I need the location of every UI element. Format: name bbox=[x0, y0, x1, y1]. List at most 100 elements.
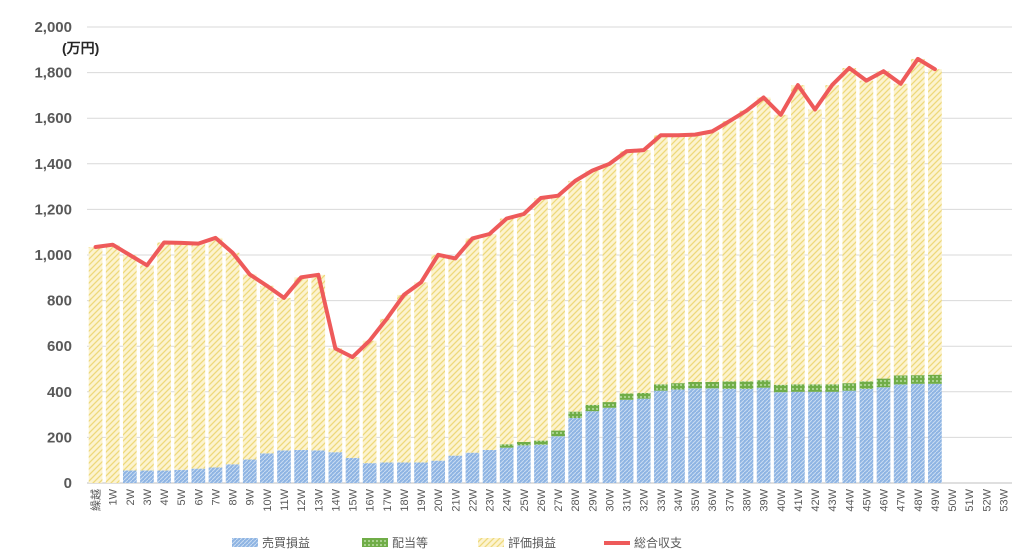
bar-evaluation bbox=[345, 357, 360, 458]
x-tick-label: 23W bbox=[485, 488, 497, 511]
y-tick-label: 1,800 bbox=[34, 65, 72, 82]
bar-dividend bbox=[722, 381, 737, 389]
x-tick-label: 15W bbox=[348, 488, 360, 511]
bar-trade bbox=[705, 388, 720, 483]
x-tick-label: 20W bbox=[433, 488, 445, 511]
bar-evaluation bbox=[773, 114, 788, 385]
bar-trade bbox=[294, 449, 308, 483]
bar-trade bbox=[277, 450, 291, 483]
bar-dividend bbox=[825, 384, 839, 392]
bar-dividend bbox=[773, 384, 788, 393]
bar-trade bbox=[876, 387, 891, 483]
x-axis: 繰越 1W 2W 3W 4W 5W 6W 7W 8W 9W 10W 11W 12W 13W 14W 15W 16… bbox=[89, 488, 1011, 511]
y-tick-label: 1,200 bbox=[34, 201, 72, 218]
bar-trade bbox=[551, 436, 565, 483]
bar-evaluation bbox=[791, 85, 805, 385]
bar-evaluation bbox=[928, 69, 942, 375]
x-tick-label: 19W bbox=[416, 488, 428, 511]
legend-label-trade: 売買損益 bbox=[262, 535, 310, 550]
bar-evaluation bbox=[414, 282, 428, 463]
x-tick-label: 45W bbox=[861, 488, 873, 511]
bar-evaluation bbox=[705, 131, 720, 382]
y-tick-label: 200 bbox=[47, 429, 72, 446]
bar-evaluation bbox=[122, 255, 137, 471]
x-tick-label: 38W bbox=[741, 488, 753, 511]
bar-evaluation bbox=[88, 247, 103, 483]
bar-dividend bbox=[688, 381, 702, 389]
x-tick-label: 21W bbox=[450, 488, 462, 511]
bar-dividend bbox=[739, 381, 754, 389]
bar-evaluation bbox=[208, 237, 223, 468]
bar-evaluation bbox=[431, 254, 446, 461]
legend: 売買損益 配当等 評価損益 総合収支 bbox=[232, 535, 682, 550]
x-tick-label: 7W bbox=[210, 488, 222, 505]
bar-trade bbox=[636, 398, 651, 483]
bar-evaluation bbox=[482, 234, 497, 450]
bar-trade bbox=[328, 452, 343, 483]
y-tick-label: 0 bbox=[64, 475, 72, 492]
bar-evaluation bbox=[362, 340, 377, 464]
bar-trade bbox=[465, 452, 480, 483]
bar-dividend bbox=[808, 384, 822, 392]
bar-evaluation bbox=[534, 198, 548, 441]
bar-trade bbox=[140, 470, 154, 483]
y-tick-label: 2,000 bbox=[34, 19, 72, 36]
x-tick-label: 4W bbox=[159, 488, 171, 505]
bar-evaluation bbox=[311, 274, 326, 451]
bar-trade bbox=[739, 388, 754, 483]
x-tick-label: 43W bbox=[827, 488, 839, 511]
bar-evaluation bbox=[277, 297, 291, 451]
bar-trade bbox=[756, 387, 771, 483]
bar-trade bbox=[671, 389, 685, 483]
legend-swatch-evaluation bbox=[478, 538, 504, 547]
x-tick-label: 33W bbox=[656, 488, 668, 511]
bar-trade bbox=[260, 453, 274, 483]
bar-dividend bbox=[619, 393, 634, 400]
x-tick-label: 46W bbox=[879, 488, 891, 511]
bar-evaluation bbox=[602, 163, 617, 403]
legend-swatch-dividend bbox=[362, 538, 388, 547]
bar-trade bbox=[157, 470, 171, 483]
bar-dividend bbox=[602, 402, 617, 408]
bar-evaluation bbox=[619, 151, 634, 394]
bar-dividend bbox=[791, 384, 805, 392]
legend-label-dividend: 配当等 bbox=[392, 536, 428, 550]
bar-trade bbox=[431, 460, 446, 483]
legend-label-evaluation: 評価損益 bbox=[508, 535, 556, 550]
bar-trade bbox=[122, 470, 137, 483]
bar-trade bbox=[174, 469, 189, 483]
bar-trade bbox=[534, 444, 548, 483]
x-tick-label: 13W bbox=[313, 488, 325, 511]
bar-dividend bbox=[551, 430, 565, 437]
bar-dividend bbox=[653, 384, 668, 391]
bar-trade bbox=[362, 463, 377, 483]
bar-trade bbox=[619, 399, 634, 483]
bar-dividend bbox=[756, 380, 771, 388]
bar-evaluation bbox=[756, 97, 771, 381]
bar-trade bbox=[397, 462, 411, 483]
bar-evaluation bbox=[225, 252, 240, 465]
bars-group bbox=[88, 58, 942, 483]
bar-trade bbox=[825, 391, 839, 483]
x-tick-label: 36W bbox=[707, 488, 719, 511]
bar-evaluation bbox=[876, 71, 891, 379]
x-tick-label: 繰越 bbox=[89, 489, 103, 511]
bar-trade bbox=[568, 418, 583, 483]
x-tick-label: 27W bbox=[553, 488, 565, 511]
x-tick-label: 31W bbox=[622, 488, 634, 511]
bar-trade bbox=[499, 447, 514, 483]
bar-evaluation bbox=[174, 242, 189, 470]
y-axis: 0 200 400 600 800 1,000 1,200 1,400 1,600 1,800 2,… bbox=[34, 19, 72, 492]
bar-trade bbox=[808, 391, 822, 483]
x-tick-label: 29W bbox=[587, 488, 599, 511]
x-tick-label: 9W bbox=[245, 488, 257, 505]
bar-evaluation bbox=[465, 238, 480, 453]
y-tick-label: 1,000 bbox=[34, 247, 72, 264]
x-tick-label: 5W bbox=[176, 488, 188, 505]
bar-trade bbox=[928, 383, 942, 483]
bar-evaluation bbox=[260, 285, 274, 454]
y-tick-label: 600 bbox=[47, 338, 72, 355]
x-tick-label: 16W bbox=[365, 488, 377, 511]
x-tick-label: 44W bbox=[844, 488, 856, 511]
